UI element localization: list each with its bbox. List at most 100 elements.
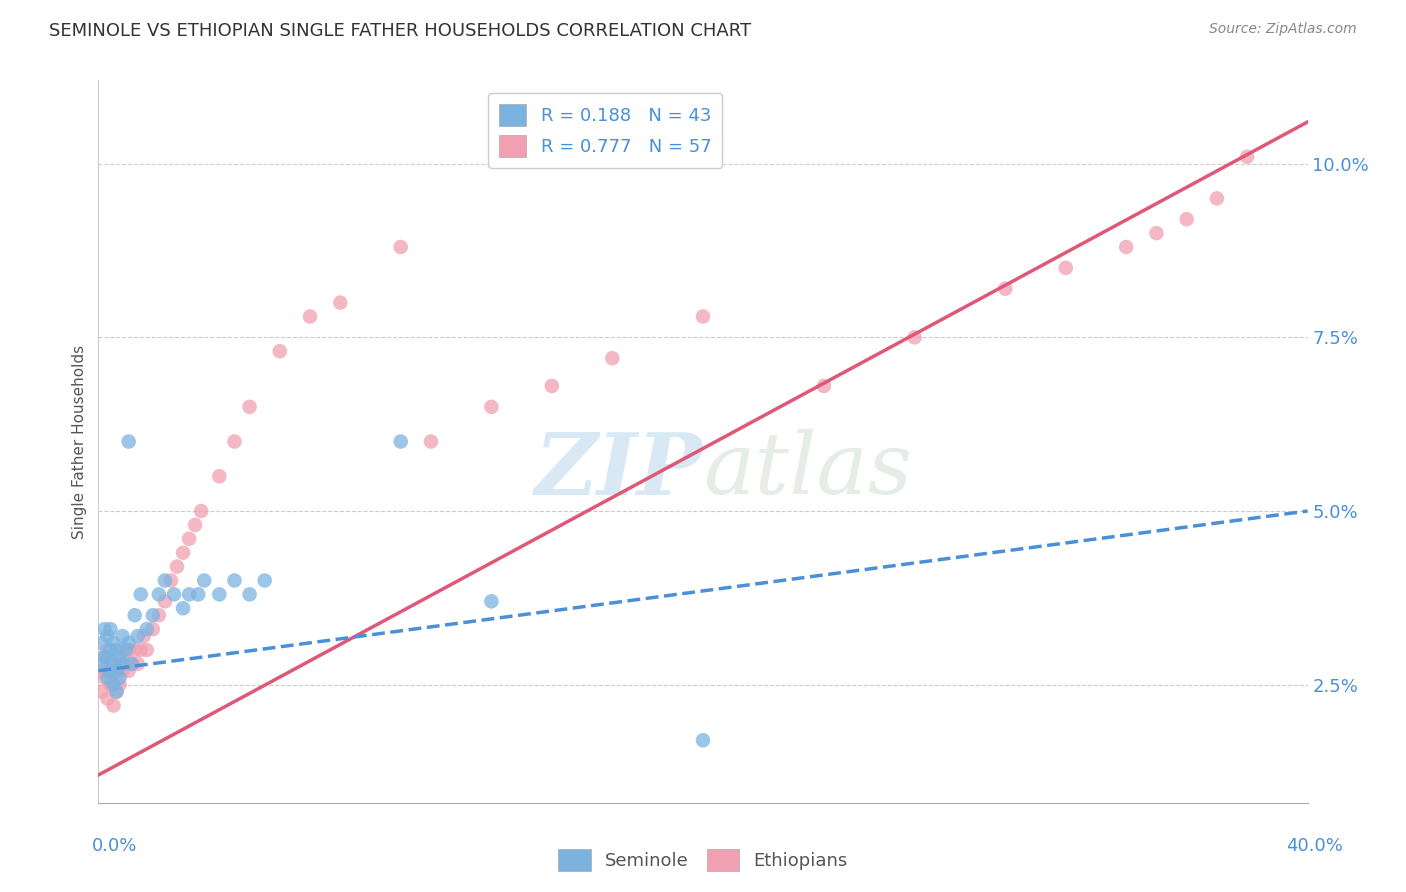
Point <box>103 657 125 671</box>
Point <box>389 434 412 449</box>
Point <box>90 657 112 671</box>
Point <box>135 643 157 657</box>
Point <box>118 636 141 650</box>
Point <box>1206 191 1229 205</box>
Point <box>100 664 122 678</box>
Point <box>93 671 115 685</box>
Point <box>96 649 118 664</box>
Point <box>108 657 131 671</box>
Point <box>166 559 188 574</box>
Legend: Seminole, Ethiopians: Seminole, Ethiopians <box>551 842 855 879</box>
Point <box>420 434 443 449</box>
Point <box>103 678 125 692</box>
Point <box>90 664 112 678</box>
Point <box>105 664 128 678</box>
Point <box>299 310 322 324</box>
Point <box>224 434 246 449</box>
Point <box>148 587 170 601</box>
Point <box>129 587 152 601</box>
Point <box>121 657 143 671</box>
Point <box>813 379 835 393</box>
Point <box>118 434 141 449</box>
Point <box>100 622 122 636</box>
Point <box>90 684 112 698</box>
Point <box>103 698 125 713</box>
Point <box>118 664 141 678</box>
Y-axis label: Single Father Households: Single Father Households <box>72 344 87 539</box>
Point <box>179 532 201 546</box>
Point <box>153 594 176 608</box>
Point <box>124 608 146 623</box>
Point <box>1115 240 1137 254</box>
Point <box>224 574 246 588</box>
Point <box>96 664 118 678</box>
Point <box>163 587 186 601</box>
Point <box>103 678 125 692</box>
Point <box>96 671 118 685</box>
Point <box>142 608 165 623</box>
Point <box>93 649 115 664</box>
Text: Source: ZipAtlas.com: Source: ZipAtlas.com <box>1209 22 1357 37</box>
Point <box>1175 212 1198 227</box>
Point <box>127 629 149 643</box>
Text: 0.0%: 0.0% <box>91 837 136 855</box>
Point <box>103 636 125 650</box>
Point <box>114 657 136 671</box>
Text: atlas: atlas <box>703 429 912 512</box>
Point <box>93 649 115 664</box>
Point <box>105 664 128 678</box>
Point <box>114 643 136 657</box>
Point <box>184 517 207 532</box>
Point <box>160 574 183 588</box>
Point <box>90 636 112 650</box>
Text: ZIP: ZIP <box>536 429 703 512</box>
Point <box>153 574 176 588</box>
Point <box>142 622 165 636</box>
Point <box>239 587 262 601</box>
Point <box>127 657 149 671</box>
Point <box>100 678 122 692</box>
Point <box>190 504 212 518</box>
Point <box>111 643 134 657</box>
Point <box>602 351 624 366</box>
Point <box>105 684 128 698</box>
Point <box>105 684 128 698</box>
Point <box>135 622 157 636</box>
Point <box>179 587 201 601</box>
Point <box>692 733 714 747</box>
Point <box>481 400 503 414</box>
Point <box>93 622 115 636</box>
Text: 40.0%: 40.0% <box>1286 837 1343 855</box>
Point <box>100 643 122 657</box>
Point <box>121 657 143 671</box>
Point <box>96 643 118 657</box>
Point <box>105 643 128 657</box>
Point <box>253 574 276 588</box>
Point <box>111 629 134 643</box>
Point <box>96 629 118 643</box>
Point <box>111 664 134 678</box>
Point <box>129 643 152 657</box>
Point <box>148 608 170 623</box>
Point <box>269 344 291 359</box>
Point <box>692 310 714 324</box>
Point <box>172 601 194 615</box>
Point <box>111 657 134 671</box>
Point <box>193 574 215 588</box>
Point <box>329 295 352 310</box>
Point <box>208 587 231 601</box>
Point <box>100 664 122 678</box>
Point <box>172 546 194 560</box>
Point <box>208 469 231 483</box>
Point <box>1144 226 1167 240</box>
Point <box>1236 150 1258 164</box>
Point <box>481 594 503 608</box>
Point <box>108 671 131 685</box>
Point <box>118 643 141 657</box>
Point <box>187 587 209 601</box>
Point <box>108 678 131 692</box>
Point <box>994 282 1017 296</box>
Point <box>108 649 131 664</box>
Point <box>96 691 118 706</box>
Point <box>1054 260 1077 275</box>
